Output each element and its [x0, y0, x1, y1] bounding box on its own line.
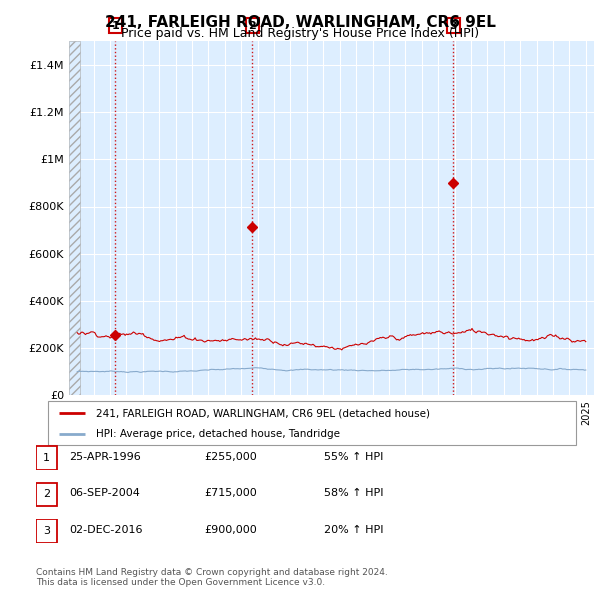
Text: 241, FARLEIGH ROAD, WARLINGHAM, CR6 9EL: 241, FARLEIGH ROAD, WARLINGHAM, CR6 9EL — [104, 15, 496, 30]
Text: 58% ↑ HPI: 58% ↑ HPI — [324, 489, 383, 498]
Text: 3: 3 — [43, 526, 50, 536]
Text: £715,000: £715,000 — [204, 489, 257, 498]
Text: Contains HM Land Registry data © Crown copyright and database right 2024.
This d: Contains HM Land Registry data © Crown c… — [36, 568, 388, 587]
Text: 06-SEP-2004: 06-SEP-2004 — [69, 489, 140, 498]
Text: £900,000: £900,000 — [204, 525, 257, 535]
Text: 1: 1 — [112, 21, 119, 31]
Text: 1: 1 — [43, 453, 50, 463]
Text: 3: 3 — [449, 21, 457, 31]
Text: HPI: Average price, detached house, Tandridge: HPI: Average price, detached house, Tand… — [95, 428, 340, 438]
Text: 2: 2 — [248, 21, 256, 31]
Text: 55% ↑ HPI: 55% ↑ HPI — [324, 452, 383, 461]
Text: Price paid vs. HM Land Registry's House Price Index (HPI): Price paid vs. HM Land Registry's House … — [121, 27, 479, 40]
Text: 2: 2 — [43, 490, 50, 499]
Text: 241, FARLEIGH ROAD, WARLINGHAM, CR6 9EL (detached house): 241, FARLEIGH ROAD, WARLINGHAM, CR6 9EL … — [95, 408, 430, 418]
Text: 25-APR-1996: 25-APR-1996 — [69, 452, 141, 461]
Text: 02-DEC-2016: 02-DEC-2016 — [69, 525, 143, 535]
Text: £255,000: £255,000 — [204, 452, 257, 461]
Text: 20% ↑ HPI: 20% ↑ HPI — [324, 525, 383, 535]
